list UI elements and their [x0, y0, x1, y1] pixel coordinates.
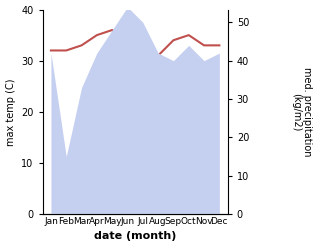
- Y-axis label: med. precipitation
(kg/m2): med. precipitation (kg/m2): [291, 67, 313, 157]
- Y-axis label: max temp (C): max temp (C): [5, 78, 16, 145]
- X-axis label: date (month): date (month): [94, 231, 176, 242]
